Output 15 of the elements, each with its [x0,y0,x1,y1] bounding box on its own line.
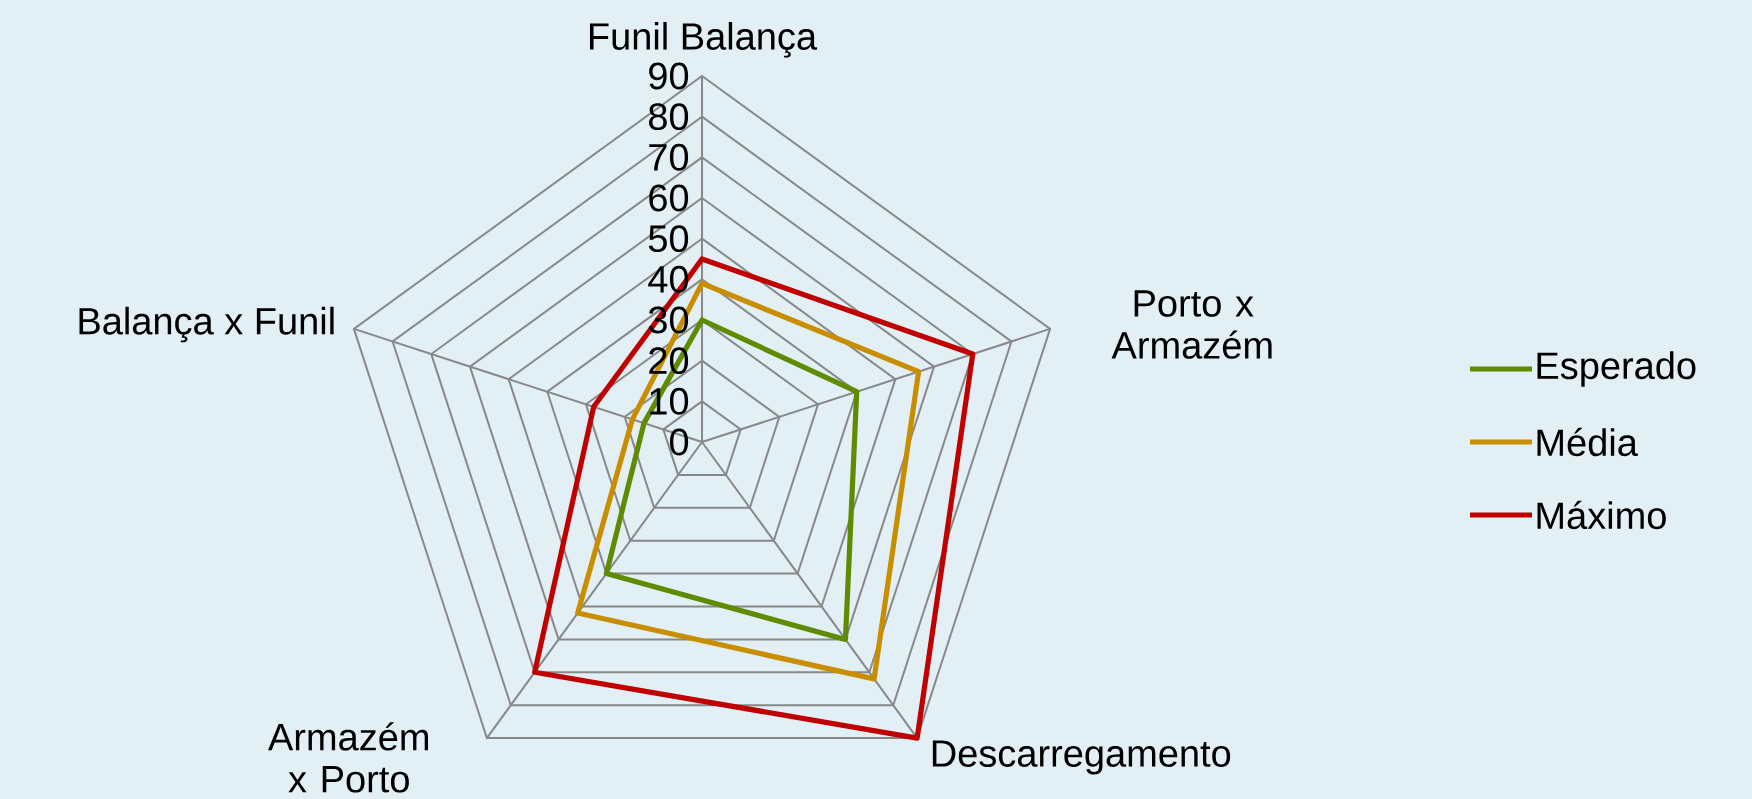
y-tick-label: 60 [649,184,689,212]
spoke-label: Funil Balança [589,22,818,58]
legend-label: Média [1537,427,1638,457]
y-tick-label: 50 [648,225,689,253]
spoke-label: Descarregamento [932,740,1231,775]
spoke-label: Porto x Armazém [1111,290,1272,359]
y-tick-label: 90 [649,62,689,90]
legend-label: Esperado [1537,351,1696,387]
y-tick-label: 0 [669,428,689,456]
spoke-label: Balança x Funil [79,306,334,343]
legend-label: Máximo [1537,500,1666,530]
y-tick-label: 40 [648,265,689,293]
y-tick-label: 70 [649,143,689,171]
y-tick-label: 80 [649,103,689,131]
spoke-label: Armazém x Porto [268,722,429,793]
